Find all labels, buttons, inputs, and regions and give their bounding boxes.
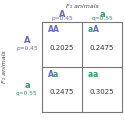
Text: A: A bbox=[24, 36, 30, 45]
Text: q=0.55: q=0.55 bbox=[16, 91, 38, 96]
Text: a: a bbox=[93, 70, 98, 79]
Text: p=0.45: p=0.45 bbox=[16, 46, 38, 51]
Text: a: a bbox=[24, 81, 30, 90]
Text: A: A bbox=[53, 25, 59, 34]
Text: 0.2025: 0.2025 bbox=[50, 45, 74, 51]
Text: 0.3025: 0.3025 bbox=[90, 90, 114, 96]
Text: F₁ animals: F₁ animals bbox=[66, 4, 98, 9]
Text: q=0.55: q=0.55 bbox=[91, 16, 113, 21]
Text: a: a bbox=[99, 10, 105, 19]
Text: 0.2475: 0.2475 bbox=[90, 45, 114, 51]
Text: A: A bbox=[48, 25, 54, 34]
Text: p=0.45: p=0.45 bbox=[51, 16, 73, 21]
Text: F₁ animals: F₁ animals bbox=[2, 51, 7, 83]
Text: 0.2475: 0.2475 bbox=[50, 90, 74, 96]
Text: A: A bbox=[93, 25, 99, 34]
Text: a: a bbox=[88, 70, 93, 79]
Text: A: A bbox=[59, 10, 65, 19]
Text: A: A bbox=[48, 70, 54, 79]
Text: a: a bbox=[53, 70, 58, 79]
Text: a: a bbox=[88, 25, 93, 34]
